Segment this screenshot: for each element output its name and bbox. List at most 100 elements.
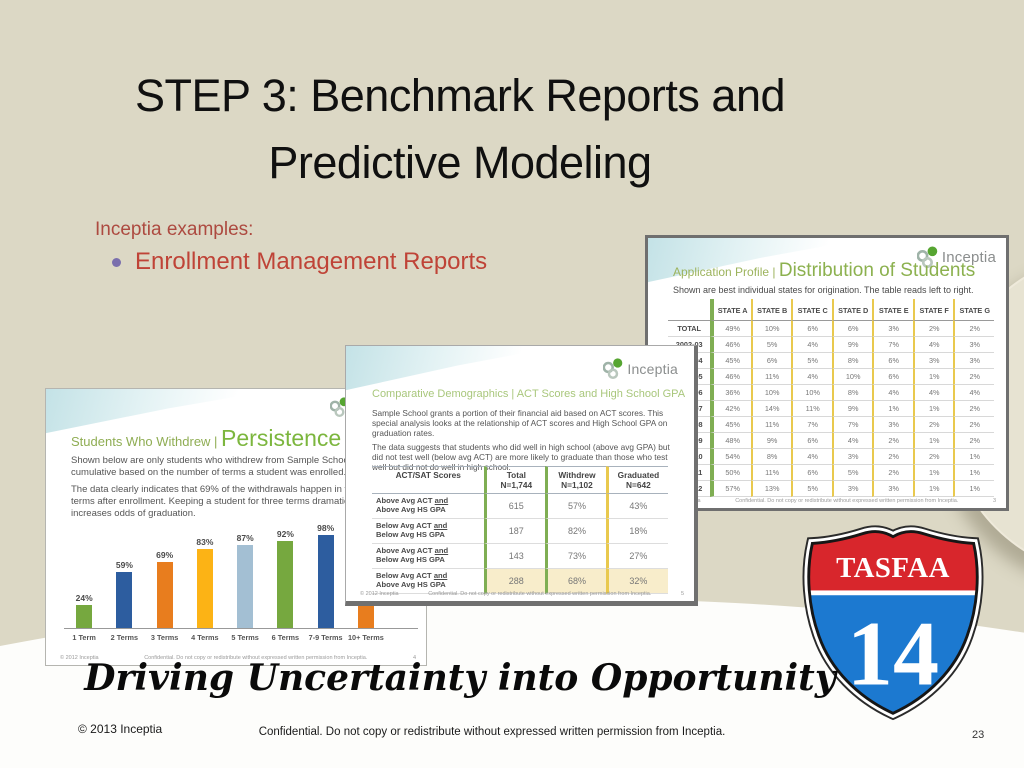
demographics-card-title: Comparative Demographics | ACT Scores an… bbox=[372, 388, 686, 400]
header-line1: Graduated bbox=[617, 470, 660, 480]
bar bbox=[156, 562, 173, 628]
inceptia-logo-icon bbox=[916, 246, 938, 268]
distribution-value-cell: 36% bbox=[710, 385, 751, 401]
distribution-value-cell: 1% bbox=[912, 401, 954, 417]
bar bbox=[196, 549, 213, 628]
distribution-value-cell: 1% bbox=[953, 449, 994, 465]
card-footer-copyright: © 2012 Inceptia bbox=[60, 655, 99, 661]
distribution-value-cell: 13% bbox=[750, 481, 792, 497]
row-label-line2: Above Avg HS GPA bbox=[376, 579, 446, 589]
demographics-paragraph-1: Sample School grants a portion of their … bbox=[372, 408, 668, 438]
demographics-row-label: Above Avg ACT and Below Avg HS GPA bbox=[372, 544, 485, 569]
intro-label: Inceptia examples: bbox=[95, 219, 254, 240]
bar-value-label: 83% bbox=[196, 537, 214, 548]
distribution-title-main: Distribution of Students bbox=[778, 260, 976, 281]
demographics-header-cell: ACT/SAT Scores bbox=[372, 466, 485, 494]
bar-value-label: 24% bbox=[75, 593, 93, 604]
slide-tagline: Driving Uncertainty into Opportunity bbox=[84, 657, 836, 699]
header-line1: ACT/SAT Scores bbox=[395, 470, 461, 480]
demographics-row-label: Below Avg ACT and Below Avg HS GPA bbox=[372, 519, 485, 544]
bullet-list-item: Enrollment Management Reports bbox=[112, 248, 487, 276]
distribution-value-cell: 5% bbox=[791, 353, 832, 369]
demographics-card-footer: © 2012 Inceptia Confidential. Do not cop… bbox=[360, 591, 684, 597]
distribution-value-cell: 2% bbox=[953, 417, 994, 433]
distribution-header-cell: STATE B bbox=[750, 299, 792, 321]
card-footer-copyright: © 2012 Inceptia bbox=[360, 591, 399, 597]
distribution-value-cell: 46% bbox=[710, 337, 751, 353]
bar-group: 59% bbox=[104, 560, 144, 628]
distribution-value-cell: 11% bbox=[750, 369, 792, 385]
demographics-header-cell: Total N=1,744 bbox=[484, 466, 546, 494]
distribution-value-cell: 6% bbox=[831, 321, 873, 337]
bar-category-label: 6 Terms bbox=[271, 633, 300, 642]
persistence-card-body: Shown below are only students who withdr… bbox=[71, 455, 403, 525]
distribution-value-cell: 4% bbox=[791, 369, 832, 385]
distribution-report-card: Inceptia Application Profile | Distribut… bbox=[645, 235, 1009, 511]
persistence-title-main: Persistence bbox=[221, 425, 342, 451]
interstate-shield-icon: TASFAA 14 bbox=[802, 525, 984, 721]
inceptia-logo-icon bbox=[603, 358, 623, 379]
demographics-value-cell: 82% bbox=[545, 519, 606, 544]
distribution-card-footer: © 2012 Inceptia Confidential. Do not cop… bbox=[662, 498, 996, 504]
distribution-value-cell: 2% bbox=[953, 401, 994, 417]
distribution-value-cell: 10% bbox=[750, 385, 792, 401]
card-footer-confidential: Confidential. Do not copy or redistribut… bbox=[735, 498, 959, 504]
distribution-value-cell: 1% bbox=[953, 465, 994, 481]
demographics-card-body: Sample School grants a portion of their … bbox=[372, 408, 678, 476]
distribution-header-cell: STATE G bbox=[953, 299, 994, 321]
distribution-value-cell: 9% bbox=[831, 401, 873, 417]
bar bbox=[237, 545, 254, 628]
distribution-value-cell: 3% bbox=[831, 449, 873, 465]
distribution-value-cell: 1% bbox=[912, 465, 954, 481]
row-label-line1: Above Avg ACT and bbox=[376, 546, 449, 555]
demographics-value-cell: 27% bbox=[605, 544, 668, 569]
distribution-value-cell: 50% bbox=[710, 465, 751, 481]
persistence-paragraph-2: The data clearly indicates that 69% of t… bbox=[71, 484, 394, 519]
demographics-row-label: Below Avg ACT and Above Avg HS GPA bbox=[372, 569, 485, 594]
card-footer-page: 5 bbox=[680, 591, 684, 597]
distribution-header-cell: STATE F bbox=[912, 299, 954, 321]
distribution-value-cell: 9% bbox=[831, 337, 873, 353]
header-line1: Withdrew bbox=[558, 470, 596, 480]
distribution-value-cell: 2% bbox=[872, 449, 913, 465]
demographics-value-cell: 288 bbox=[484, 569, 546, 594]
page-title: STEP 3: Benchmark Reports and Predictive… bbox=[60, 62, 860, 196]
demographics-value-cell: 615 bbox=[484, 494, 546, 519]
distribution-value-cell: 1% bbox=[912, 481, 954, 497]
footer-page-number: 23 bbox=[972, 729, 985, 741]
distribution-value-cell: 6% bbox=[872, 369, 913, 385]
distribution-value-cell: 5% bbox=[831, 465, 873, 481]
distribution-value-cell: 4% bbox=[791, 337, 832, 353]
distribution-value-cell: 3% bbox=[912, 353, 954, 369]
distribution-value-cell: 54% bbox=[710, 449, 751, 465]
distribution-value-cell: 4% bbox=[912, 385, 954, 401]
demographics-value-cell: 18% bbox=[605, 519, 668, 544]
bar-group: 98% bbox=[306, 523, 346, 628]
row-label-line1: Above Avg ACT and bbox=[376, 496, 449, 505]
distribution-value-cell: 10% bbox=[831, 369, 873, 385]
distribution-value-cell: 4% bbox=[953, 385, 994, 401]
distribution-value-cell: 3% bbox=[872, 321, 913, 337]
demographics-value-cell: 43% bbox=[605, 494, 668, 519]
demographics-table: ACT/SAT Scores Total N=1,744 Withdrew N=1,10… bbox=[372, 466, 668, 594]
distribution-value-cell: 1% bbox=[872, 401, 913, 417]
distribution-value-cell: 4% bbox=[872, 385, 913, 401]
persistence-chart-axis bbox=[64, 628, 418, 629]
distribution-value-cell: 1% bbox=[953, 481, 994, 497]
bar-group: 83% bbox=[185, 537, 225, 628]
distribution-value-cell: 46% bbox=[710, 369, 751, 385]
distribution-value-cell: 2% bbox=[912, 417, 954, 433]
bar-category-label: 7-9 Terms bbox=[308, 633, 343, 642]
demographics-value-cell: 68% bbox=[545, 569, 606, 594]
distribution-value-cell: 1% bbox=[912, 369, 954, 385]
persistence-report-card: Inceptia Students Who Withdrew | Persist… bbox=[45, 388, 427, 666]
persistence-bar-chart: 24% 59% 69% 83% 87% 92% 98% bbox=[64, 498, 386, 628]
distribution-value-cell: 3% bbox=[872, 417, 913, 433]
distribution-value-cell: 8% bbox=[750, 449, 792, 465]
distribution-value-cell: 4% bbox=[791, 449, 832, 465]
footer-copyright: © 2013 Inceptia bbox=[78, 722, 163, 736]
tasfaa-number: 14 bbox=[847, 603, 939, 705]
card-footer-confidential: Confidential. Do not copy or redistribut… bbox=[144, 655, 368, 661]
header-line1: Total bbox=[506, 470, 526, 480]
